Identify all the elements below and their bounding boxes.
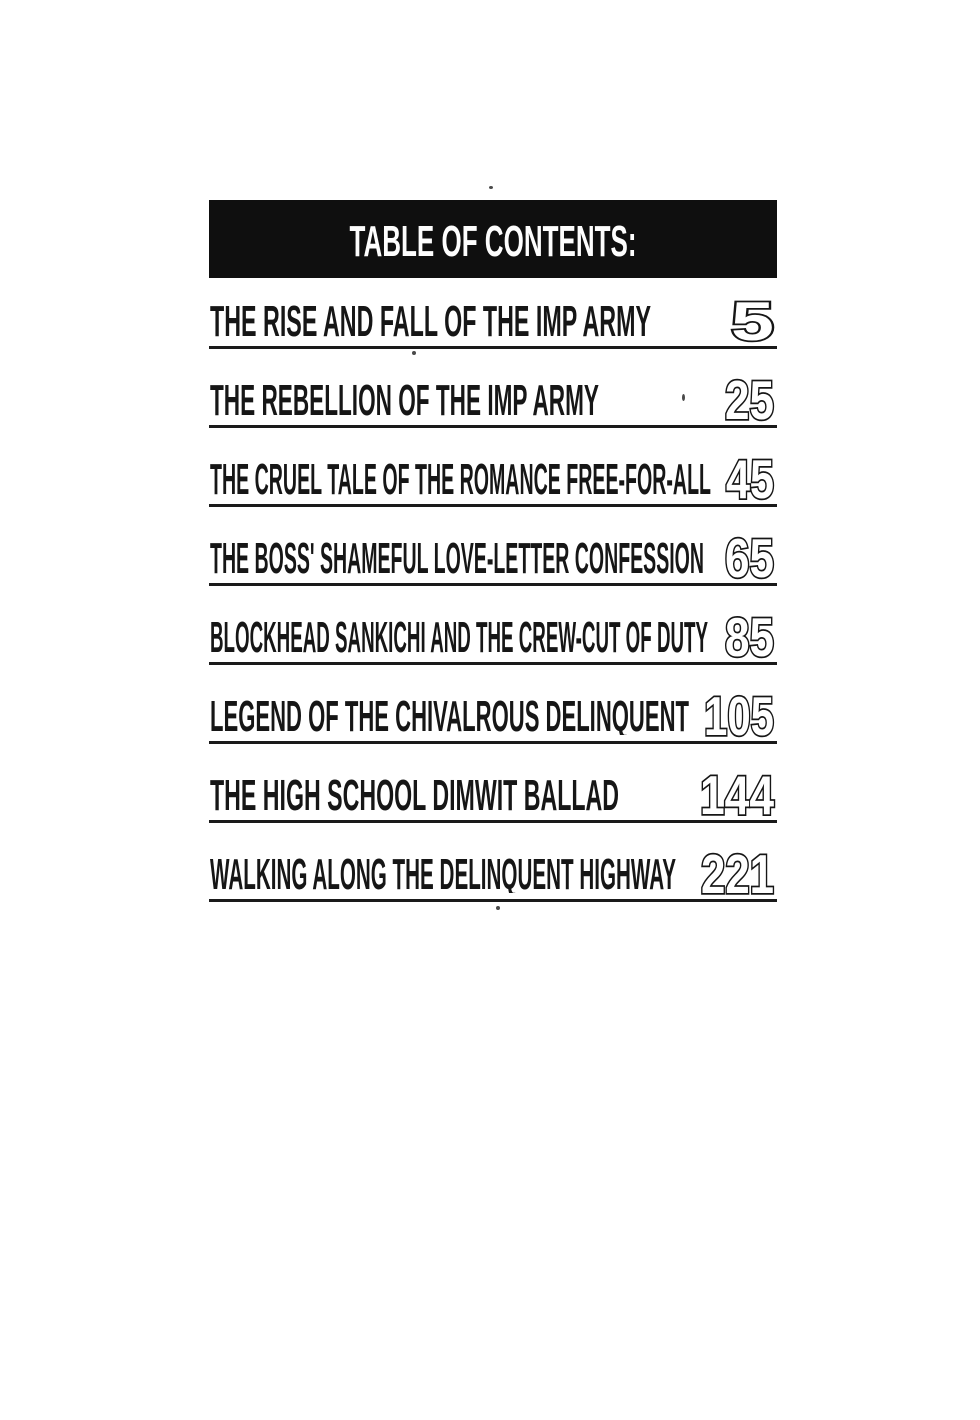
scan-speck [682, 394, 685, 401]
entry-title-svg: THE HIGH SCHOOL DIMWIT BALLAD [210, 771, 619, 814]
page-title: TABLE OF CONTENTS: [350, 217, 637, 266]
entry-title-svg: THE REBELLION OF THE IMP ARMY [210, 376, 599, 419]
entry-page-number: 5 [731, 290, 774, 343]
toc-entry-4: THE BOSS' SHAMEFUL LOVE-LETTER CONFESSIO… [209, 507, 777, 586]
toc-entries: THE RISE AND FALL OF THE IMP ARMY 5 THE … [209, 278, 777, 902]
toc-entry-1: THE RISE AND FALL OF THE IMP ARMY 5 [209, 278, 777, 349]
toc-entry-3: THE CRUEL TALE OF THE ROMANCE FREE-FOR-A… [209, 428, 777, 507]
entry-title: LEGEND OF THE CHIVALROUS DELINQUENT [210, 692, 689, 735]
toc-entry-7: THE HIGH SCHOOL DIMWIT BALLAD 144 [209, 744, 777, 823]
entry-title-svg: WALKING ALONG THE DELINQUENT HIGHWAY [210, 850, 676, 893]
entry-title: WALKING ALONG THE DELINQUENT HIGHWAY [210, 850, 676, 893]
toc-header-bar: TABLE OF CONTENTS: [209, 200, 777, 278]
toc-entry-6: LEGEND OF THE CHIVALROUS DELINQUENT 105 [209, 665, 777, 744]
toc-entry-2: THE REBELLION OF THE IMP ARMY 25 [209, 349, 777, 428]
entry-page-number-svg: 105 [702, 683, 776, 738]
entry-page-number-svg: 5 [729, 288, 776, 343]
entry-title: THE BOSS' SHAMEFUL LOVE-LETTER CONFESSIO… [210, 534, 704, 577]
entry-page-number-svg: 45 [724, 446, 776, 501]
entry-page-number: 45 [726, 448, 774, 501]
entry-title: THE HIGH SCHOOL DIMWIT BALLAD [210, 771, 619, 814]
entry-page-number: 25 [725, 369, 774, 422]
entry-page-number-svg: 221 [699, 841, 776, 896]
entry-page-number: 85 [725, 606, 774, 659]
entry-title-svg: THE BOSS' SHAMEFUL LOVE-LETTER CONFESSIO… [210, 534, 704, 577]
entry-title: BLOCKHEAD SANKICHI AND THE CREW-CUT OF D… [210, 613, 708, 656]
entry-page-number: 105 [704, 685, 774, 738]
entry-page-number: 65 [725, 527, 774, 580]
entry-page-number-svg: 25 [723, 367, 776, 422]
toc-entry-5: BLOCKHEAD SANKICHI AND THE CREW-CUT OF D… [209, 586, 777, 665]
entry-page-number-svg: 144 [698, 762, 776, 817]
entry-page-number-svg: 85 [723, 604, 776, 659]
toc-header-title-svg: TABLE OF CONTENTS: [350, 217, 637, 266]
entry-title: THE RISE AND FALL OF THE IMP ARMY [210, 297, 651, 340]
entry-title-svg: THE RISE AND FALL OF THE IMP ARMY [210, 297, 651, 340]
entry-title: THE REBELLION OF THE IMP ARMY [210, 376, 599, 419]
scan-speck [496, 906, 500, 910]
toc-entry-8: WALKING ALONG THE DELINQUENT HIGHWAY 221 [209, 823, 777, 902]
entry-title-svg: THE CRUEL TALE OF THE ROMANCE FREE-FOR-A… [210, 455, 711, 498]
entry-page-number: 144 [700, 764, 774, 817]
scan-speck [412, 351, 416, 355]
scan-speck [489, 186, 493, 189]
entry-page-number-svg: 65 [723, 525, 776, 580]
entry-title: THE CRUEL TALE OF THE ROMANCE FREE-FOR-A… [210, 455, 711, 498]
entry-page-number: 221 [701, 843, 774, 896]
entry-title-svg: BLOCKHEAD SANKICHI AND THE CREW-CUT OF D… [210, 613, 708, 656]
entry-title-svg: LEGEND OF THE CHIVALROUS DELINQUENT [210, 692, 689, 735]
